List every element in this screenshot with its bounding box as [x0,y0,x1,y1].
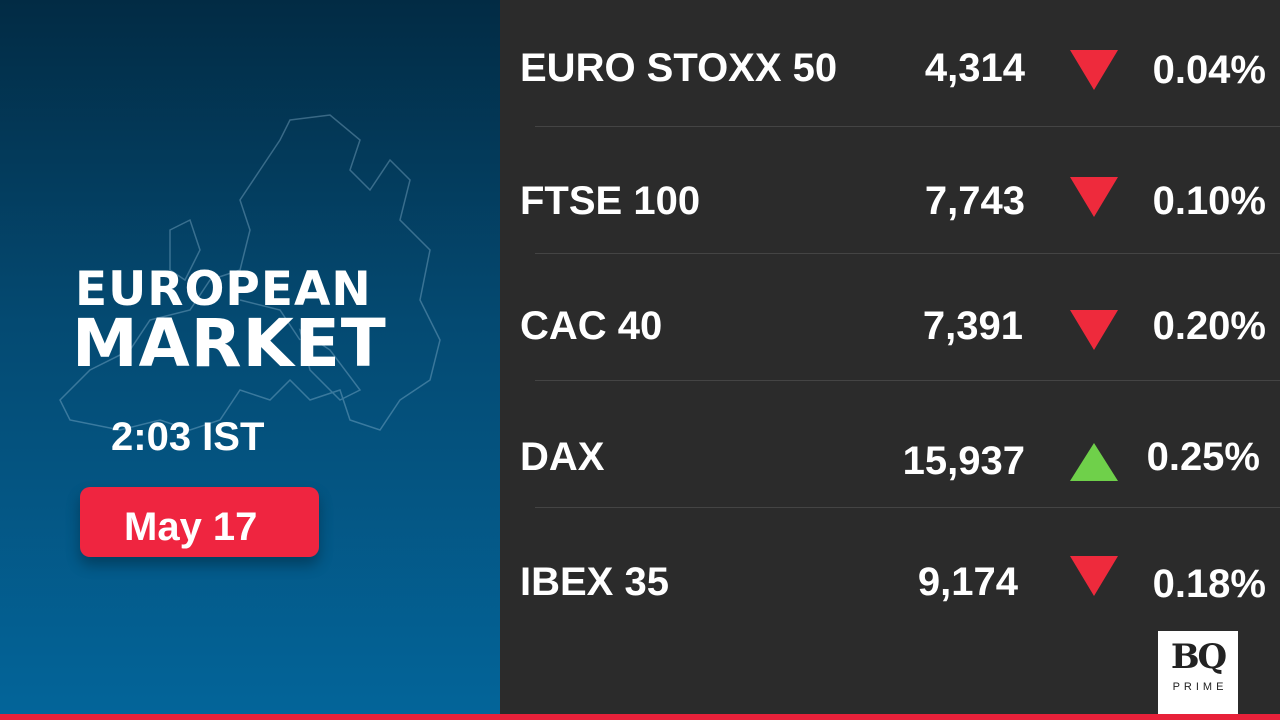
index-value: 7,391 [922,304,1023,348]
index-row: DAX 15,937 0.25% [500,381,1280,508]
time-label: 2:03 IST [111,415,265,459]
index-change: 0.20% [1152,304,1266,348]
europe-map-outline [59,114,441,431]
logo-mark: BQ [1170,637,1227,677]
index-name: EURO STOXX 50 [520,46,838,90]
divider [535,507,1280,508]
down-arrow-icon [1070,556,1118,596]
title-line-1: EUROPEAN [75,262,372,317]
divider [535,253,1280,254]
index-row: EURO STOXX 50 4,314 0.04% [500,0,1280,127]
index-change: 0.04% [1152,48,1266,92]
down-arrow-icon [1070,310,1118,350]
index-row: FTSE 100 7,743 0.10% [500,127,1280,254]
index-table: EURO STOXX 50 4,314 0.04% FTSE 100 7,743… [500,0,1280,714]
bottom-accent-bar [0,714,1280,720]
divider [535,380,1280,381]
down-arrow-icon [1070,50,1118,90]
date-badge: May 17 [80,487,319,557]
title-panel: EUROPEAN MARKET 2:03 IST May 17 [0,0,500,720]
index-name: DAX [520,435,605,479]
index-value: 4,314 [924,46,1025,90]
index-value: 9,174 [917,560,1018,604]
index-value: 7,743 [924,179,1025,223]
logo-sub: PRIME [1172,681,1228,693]
index-change: 0.18% [1152,562,1266,606]
down-arrow-icon [1070,177,1118,217]
index-name: IBEX 35 [520,560,669,604]
divider [535,126,1280,127]
index-name: FTSE 100 [520,179,701,223]
index-change: 0.25% [1146,435,1260,479]
index-row: IBEX 35 9,174 0.18% [500,508,1280,635]
index-value: 15,937 [902,439,1025,483]
title-line-2: MARKET [72,305,387,382]
up-arrow-icon [1070,443,1118,481]
index-change: 0.10% [1152,179,1266,223]
index-name: CAC 40 [520,304,663,348]
index-row: CAC 40 7,391 0.20% [500,254,1280,381]
bq-prime-logo: BQ PRIME [1158,631,1238,714]
